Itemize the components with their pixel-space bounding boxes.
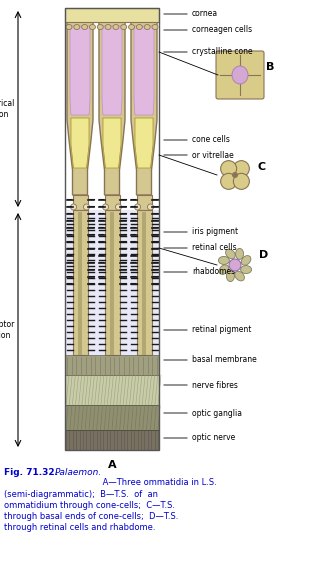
Circle shape xyxy=(229,259,241,271)
Text: cone cells: cone cells xyxy=(192,136,230,145)
Bar xyxy=(65,430,159,450)
Polygon shape xyxy=(104,195,120,210)
Circle shape xyxy=(70,204,77,210)
Bar xyxy=(78,212,82,355)
FancyBboxPatch shape xyxy=(216,51,264,99)
Circle shape xyxy=(147,204,154,210)
Text: ommatidium through cone-cells;  C—T.S.: ommatidium through cone-cells; C—T.S. xyxy=(4,501,175,510)
Polygon shape xyxy=(135,118,153,168)
Ellipse shape xyxy=(218,257,229,264)
Ellipse shape xyxy=(226,249,235,259)
Text: nerve fibres: nerve fibres xyxy=(192,380,238,389)
Text: (semi-diagrammatic);  B—T.S.  of  an: (semi-diagrammatic); B—T.S. of an xyxy=(4,490,158,499)
Polygon shape xyxy=(73,195,87,210)
Ellipse shape xyxy=(97,24,103,29)
Ellipse shape xyxy=(152,24,158,29)
Polygon shape xyxy=(71,118,89,168)
Ellipse shape xyxy=(129,24,134,29)
Bar xyxy=(65,210,159,355)
Ellipse shape xyxy=(233,173,249,189)
Text: corneagen cells: corneagen cells xyxy=(192,25,252,34)
Ellipse shape xyxy=(233,160,249,177)
Text: optic nerve: optic nerve xyxy=(192,433,235,442)
Polygon shape xyxy=(137,195,151,210)
Circle shape xyxy=(116,204,121,210)
Ellipse shape xyxy=(74,24,80,29)
Text: or vitrellae: or vitrellae xyxy=(192,150,234,159)
Polygon shape xyxy=(102,26,122,115)
Text: B: B xyxy=(266,62,274,72)
Bar xyxy=(65,8,159,22)
Text: iris pigment: iris pigment xyxy=(192,228,238,237)
Ellipse shape xyxy=(89,24,95,29)
Text: through basal ends of cone-cells;  D—T.S.: through basal ends of cone-cells; D—T.S. xyxy=(4,512,178,521)
Ellipse shape xyxy=(66,24,72,29)
Text: retinal pigment: retinal pigment xyxy=(192,325,252,334)
Text: optic ganglia: optic ganglia xyxy=(192,408,242,418)
Text: crystalline cone: crystalline cone xyxy=(192,47,253,56)
Polygon shape xyxy=(99,22,125,195)
Text: dioptrical
region: dioptrical region xyxy=(0,99,15,119)
Text: A—Three ommatidia in L.S.: A—Three ommatidia in L.S. xyxy=(100,478,217,487)
Ellipse shape xyxy=(235,271,244,281)
Bar xyxy=(65,375,159,405)
Text: through retinal cells and rhabdome.: through retinal cells and rhabdome. xyxy=(4,523,155,532)
Bar xyxy=(65,8,159,450)
Polygon shape xyxy=(134,26,154,115)
Text: retinal cells: retinal cells xyxy=(192,244,237,253)
Circle shape xyxy=(103,204,108,210)
Text: receptor
region: receptor region xyxy=(0,320,15,340)
Ellipse shape xyxy=(113,24,119,29)
Ellipse shape xyxy=(235,249,243,259)
Text: rhabdomes: rhabdomes xyxy=(192,267,235,276)
Circle shape xyxy=(83,204,90,210)
Ellipse shape xyxy=(82,24,88,29)
Bar xyxy=(65,405,159,430)
Bar xyxy=(65,355,159,375)
Text: basal membrane: basal membrane xyxy=(192,355,257,364)
Ellipse shape xyxy=(241,266,252,273)
Ellipse shape xyxy=(221,173,237,189)
Ellipse shape xyxy=(241,255,251,265)
Bar xyxy=(110,212,114,355)
Text: Fig. 71.32.: Fig. 71.32. xyxy=(4,468,58,477)
Ellipse shape xyxy=(226,271,235,281)
Ellipse shape xyxy=(232,66,248,84)
Text: C: C xyxy=(258,162,266,172)
Bar xyxy=(73,210,87,355)
Ellipse shape xyxy=(121,24,127,29)
Polygon shape xyxy=(70,26,90,115)
Text: D: D xyxy=(259,250,268,260)
Text: cornea: cornea xyxy=(192,10,218,19)
Circle shape xyxy=(232,172,238,178)
Ellipse shape xyxy=(221,160,237,177)
Ellipse shape xyxy=(219,265,229,275)
Polygon shape xyxy=(67,22,93,195)
Text: A: A xyxy=(108,460,116,470)
Polygon shape xyxy=(131,22,157,195)
Ellipse shape xyxy=(105,24,111,29)
Bar xyxy=(142,212,146,355)
Bar xyxy=(104,210,120,355)
Text: Palaemon.: Palaemon. xyxy=(55,468,102,477)
Polygon shape xyxy=(103,118,121,168)
Ellipse shape xyxy=(144,24,150,29)
Bar xyxy=(137,210,151,355)
Circle shape xyxy=(134,204,141,210)
Ellipse shape xyxy=(136,24,142,29)
